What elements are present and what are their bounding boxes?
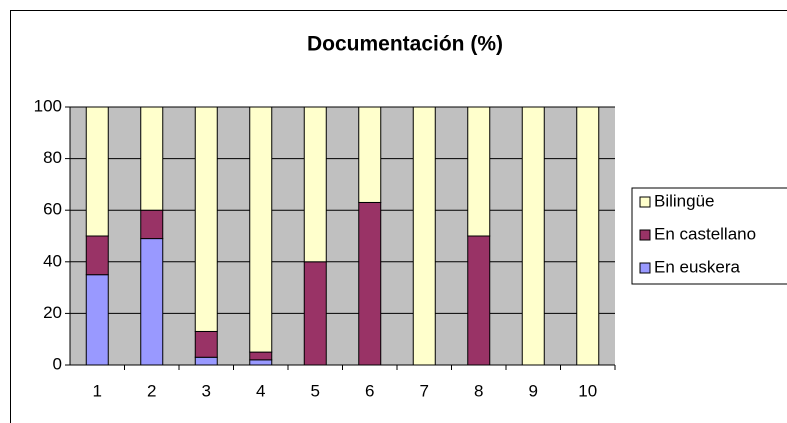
y-tick-label: 80: [43, 148, 62, 167]
x-tick-label: 9: [529, 381, 538, 400]
y-tick-label: 60: [43, 200, 62, 219]
y-tick-label: 0: [53, 354, 62, 373]
bar-segment: [140, 238, 164, 366]
y-tick-label: 100: [34, 96, 62, 115]
bar-segment: [85, 235, 109, 276]
bar-segment: [467, 235, 491, 366]
legend-label: En euskera: [654, 257, 741, 276]
y-tick-label: 20: [43, 303, 62, 322]
x-tick-label: 1: [93, 381, 102, 400]
bar-segment: [194, 330, 218, 358]
bar-segment: [521, 106, 545, 366]
bar-segment: [412, 106, 436, 366]
x-tick-label: 8: [474, 381, 483, 400]
legend-swatch: [639, 262, 651, 274]
x-tick-label: 5: [311, 381, 320, 400]
bar-segment: [194, 106, 218, 332]
legend-swatch: [639, 196, 651, 208]
bar-segment: [303, 261, 327, 366]
legend-box: [631, 187, 787, 285]
bar-segment: [358, 201, 382, 366]
y-tick-label: 40: [43, 251, 62, 270]
bar-segment: [194, 356, 218, 366]
bar-segment: [249, 106, 273, 353]
x-tick-label: 2: [147, 381, 156, 400]
bar-segment: [140, 106, 164, 211]
legend-label: Bilingüe: [654, 191, 715, 210]
legend-swatch: [639, 229, 651, 241]
bar-segment: [249, 359, 273, 366]
x-tick-label: 7: [420, 381, 429, 400]
x-tick-label: 4: [256, 381, 265, 400]
bar-segment: [358, 106, 382, 203]
bar-segment: [249, 351, 273, 361]
bar-segment: [303, 106, 327, 263]
bar-segment: [85, 274, 109, 366]
bar-segment: [576, 106, 600, 366]
x-tick-label: 3: [202, 381, 211, 400]
x-tick-label: 6: [365, 381, 374, 400]
chart-title: Documentación (%): [307, 33, 503, 56]
bar-segment: [140, 209, 164, 240]
legend-label: En castellano: [654, 224, 756, 243]
bar-segment: [85, 106, 109, 237]
bar-segment: [467, 106, 491, 237]
x-tick-label: 10: [578, 381, 597, 400]
